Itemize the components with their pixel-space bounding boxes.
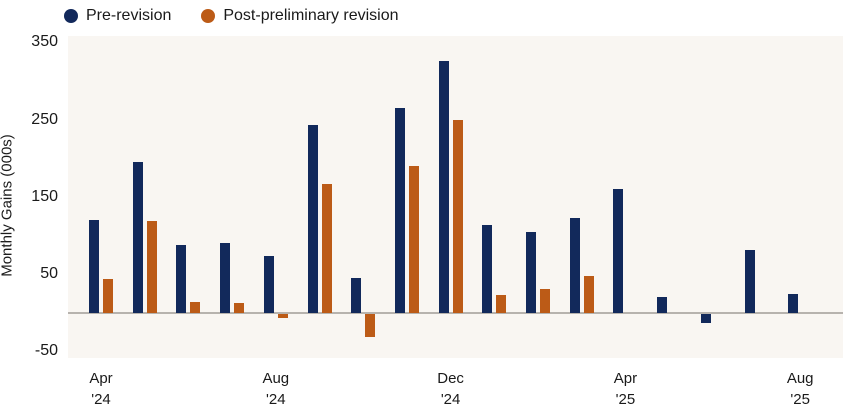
pre-revision-bar-jul-24 (220, 243, 231, 313)
post-revision-bar-dec-24 (452, 120, 463, 313)
post-revision-bar-jun-24 (190, 301, 201, 313)
x-tick-label-apr-25: Apr '25 (613, 370, 638, 408)
post-revision-dot-icon (201, 9, 216, 23)
y-tick-label: 350 (31, 33, 58, 51)
plot-area (68, 36, 843, 358)
y-tick-label: 250 (31, 110, 58, 128)
y-tick-label: 50 (40, 265, 58, 283)
zero-axis-line (68, 311, 843, 314)
post-revision-bar-mar-25 (583, 276, 594, 313)
pre-revision-bar-sep-24 (307, 124, 318, 313)
pre-revision-bar-may-24 (132, 162, 143, 313)
pre-revision-bar-nov-24 (394, 107, 405, 313)
post-revision-bar-nov-24 (408, 165, 419, 313)
post-revision-bar-may-24 (146, 220, 157, 313)
legend-label: Pre-revision (86, 7, 172, 24)
post-revision-bar-apr-24 (103, 279, 113, 313)
post-revision-bar-aug-24 (277, 313, 288, 318)
x-tick-label-aug-24: Aug '24 (262, 370, 290, 408)
legend-label: Post-preliminary revision (223, 7, 399, 24)
pre-revision-bar-feb-25 (526, 232, 536, 313)
y-tick-label: 150 (31, 187, 58, 205)
pre-revision-bar-dec-24 (438, 60, 449, 313)
post-revision-bar-jul-24 (234, 302, 245, 313)
pre-revision-bar-oct-24 (351, 277, 362, 313)
post-revision-bar-sep-24 (321, 183, 332, 313)
post-revision-bar-feb-25 (540, 288, 550, 313)
legend-item-pre-revision: Pre-revision (64, 7, 171, 25)
x-tick-label-aug-25: Aug '25 (786, 370, 814, 408)
pre-revision-bar-may-25 (657, 297, 668, 313)
pre-revision-dot-icon (64, 9, 78, 23)
pre-revision-bar-jun-25 (700, 313, 711, 323)
pre-revision-bar-jun-24 (176, 244, 187, 313)
legend-item-post-revision: Post-preliminary revision (201, 7, 399, 25)
pre-revision-bar-aug-25 (788, 294, 799, 313)
x-tick-label-dec-24: Dec '24 (437, 370, 464, 408)
pre-revision-bar-jul-25 (744, 250, 755, 313)
post-revision-bar-jan-25 (496, 294, 507, 313)
pre-revision-bar-apr-25 (613, 189, 624, 313)
pre-revision-bar-mar-25 (569, 218, 580, 313)
x-tick-label-apr-24: Apr '24 (89, 370, 113, 408)
pre-revision-bar-aug-24 (263, 256, 274, 313)
y-tick-label: -50 (34, 342, 58, 360)
pre-revision-bar-apr-24 (89, 219, 99, 313)
y-axis-title: Monthly Gains (000s) (0, 134, 16, 277)
chart-legend: Pre-revision Post-preliminary revision (64, 7, 399, 25)
post-revision-bar-oct-24 (365, 313, 376, 337)
pre-revision-bar-jan-25 (482, 225, 493, 313)
